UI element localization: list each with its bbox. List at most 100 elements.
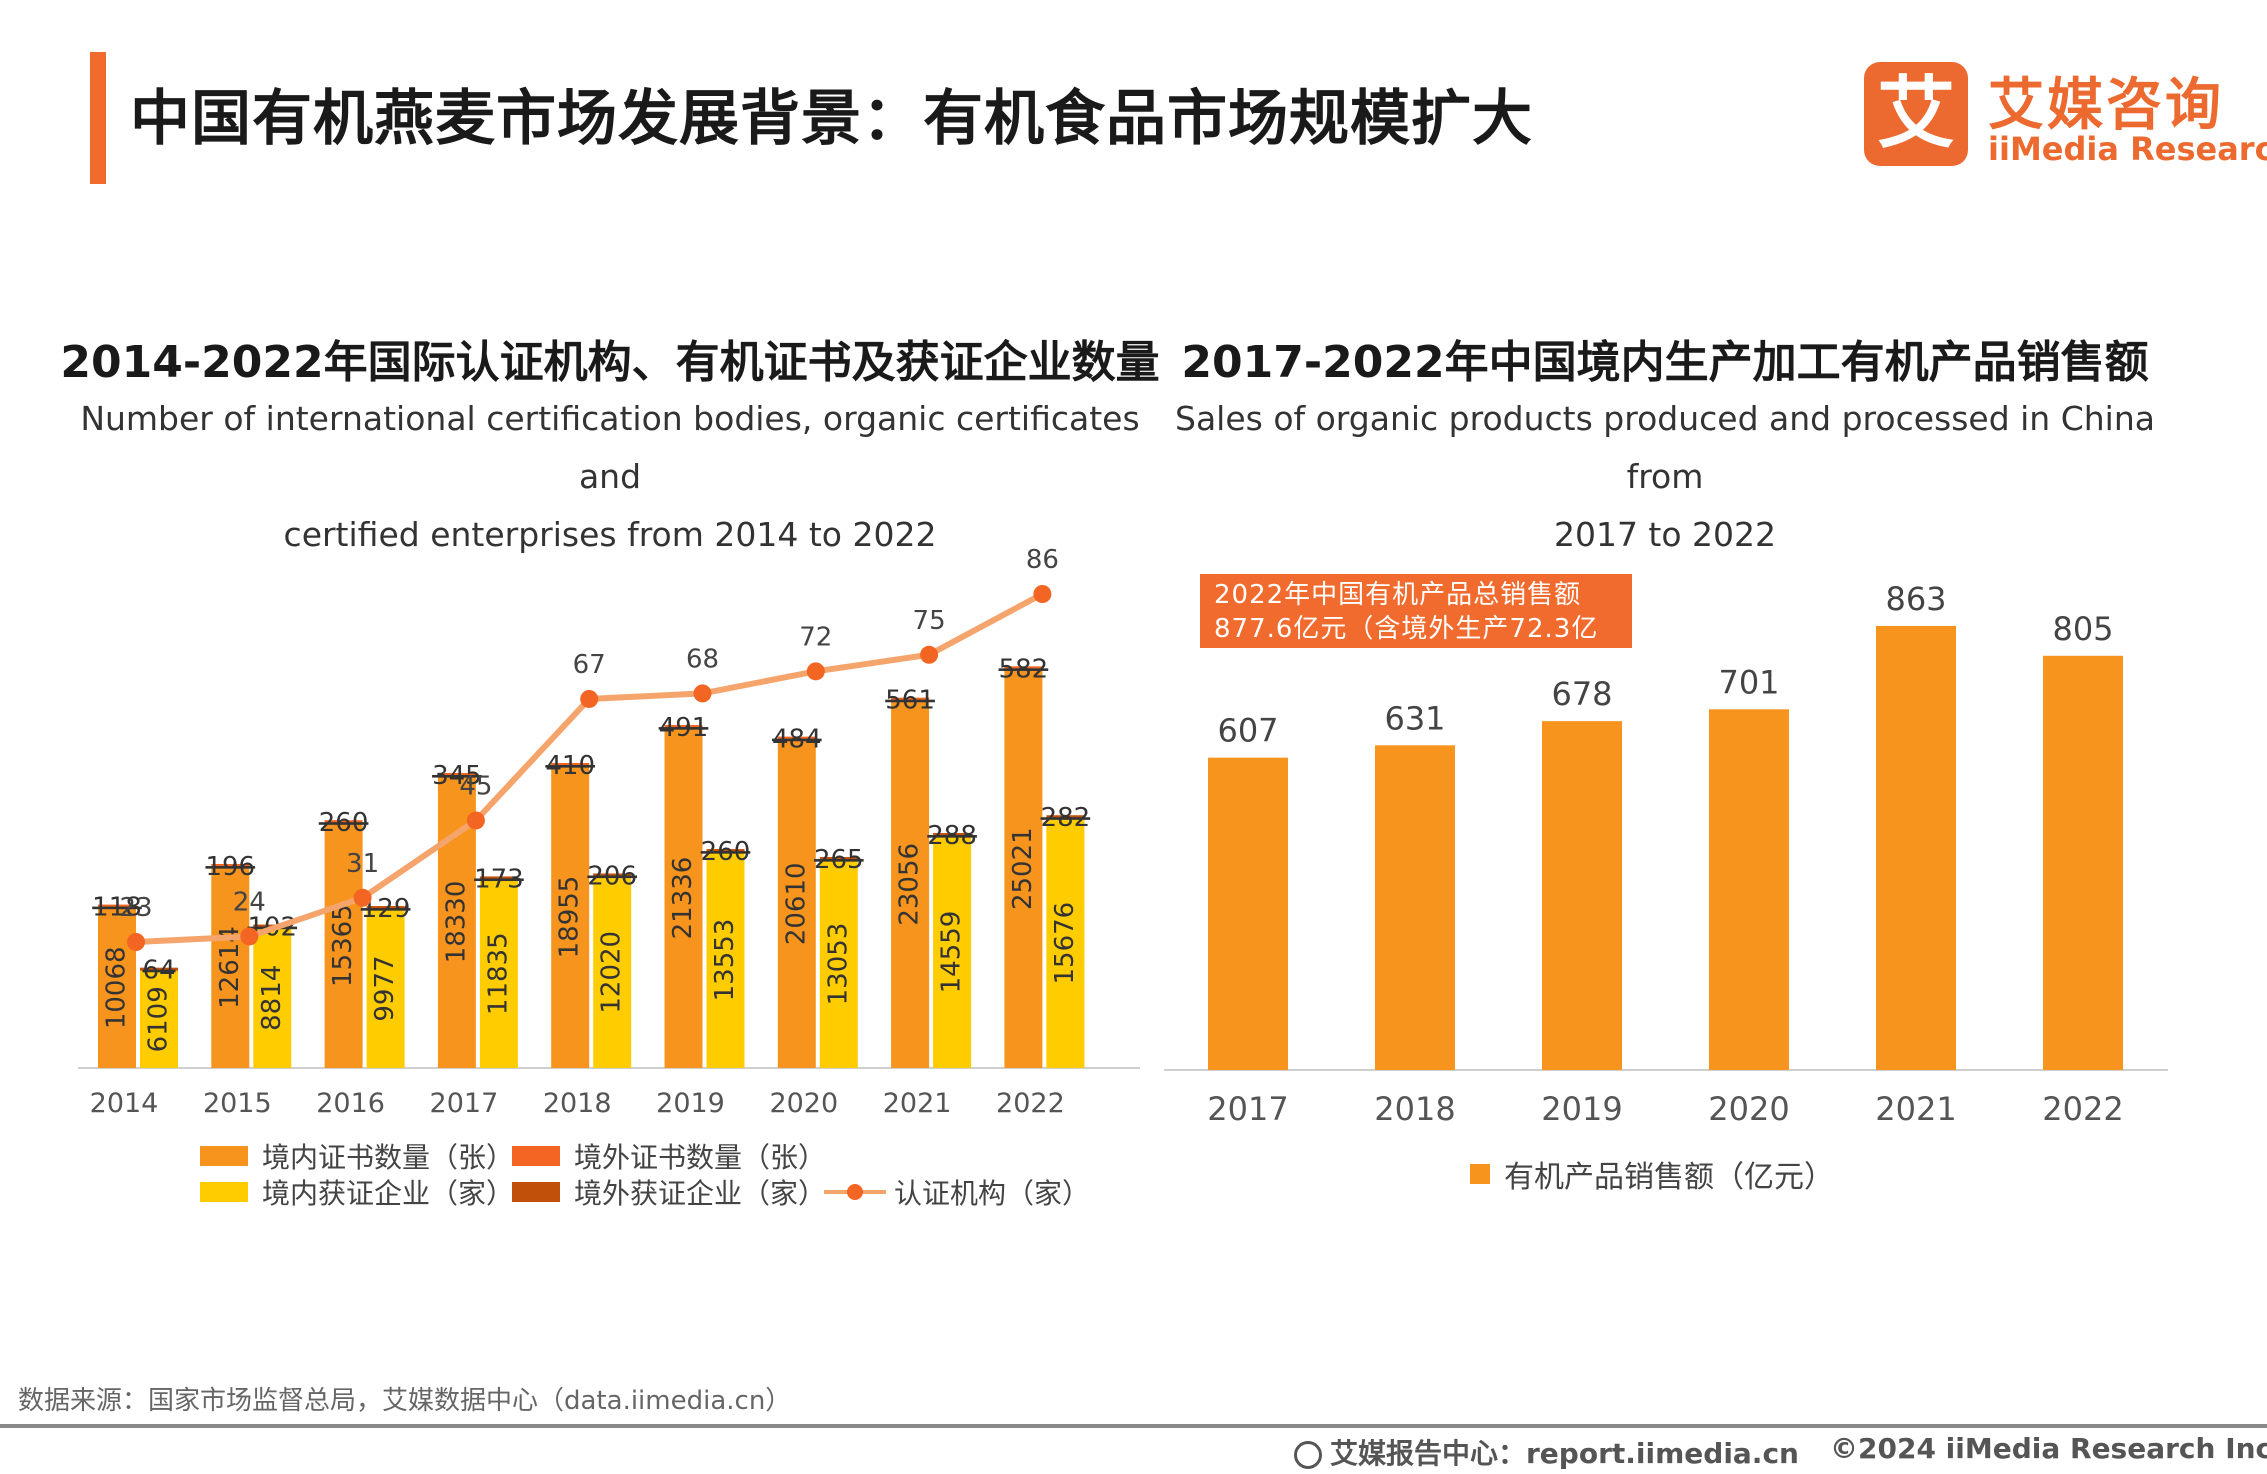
- right-chart-subtitle: Sales of organic products produced and p…: [1160, 390, 2170, 564]
- legend-line-marker-icon: [824, 1184, 886, 1200]
- point-certification-bodies: [353, 888, 372, 907]
- label-domestic-certificates: 18330: [441, 881, 471, 964]
- bar-domestic-enterprises: [706, 852, 745, 1068]
- label-organic-sales: 863: [1885, 580, 1946, 618]
- label-organic-sales: 678: [1551, 675, 1612, 713]
- logo-en-text: iiMedia Research: [1988, 130, 2267, 168]
- x-tick-label: 2015: [203, 1088, 272, 1119]
- x-tick-label: 2021: [883, 1088, 952, 1119]
- bar-organic-sales: [1876, 625, 1956, 1070]
- label-domestic-certificates: 10068: [102, 946, 132, 1029]
- bar-domestic-enterprises: [366, 909, 405, 1068]
- label-foreign-enterprises: 265: [814, 845, 864, 875]
- x-tick-label: 2019: [1541, 1090, 1622, 1128]
- label-foreign-certificates: 561: [885, 686, 935, 716]
- point-certification-bodies: [920, 645, 939, 664]
- label-foreign-certificates: 345: [432, 761, 482, 791]
- legend-label: 境内获证企业（家）: [262, 1177, 515, 1210]
- bar-foreign-certificates: [211, 864, 250, 868]
- right-chart-subtitle-line1: Sales of organic products produced and p…: [1175, 399, 2155, 496]
- bar-domestic-enterprises: [253, 927, 292, 1068]
- bar-foreign-certificates: [324, 820, 363, 824]
- bar-organic-sales: [1709, 709, 1789, 1070]
- left-chart-subtitle: Number of international certification bo…: [60, 390, 1160, 564]
- bar-domestic-enterprises: [933, 836, 972, 1068]
- bar-domestic-certificates: [98, 907, 136, 1068]
- label-foreign-certificates: 484: [772, 725, 822, 755]
- bar-foreign-certificates: [777, 736, 816, 740]
- bar-organic-sales: [1375, 745, 1455, 1070]
- legend-item-domestic-enterprises: 境内获证企业（家）: [200, 1172, 514, 1212]
- bar-domestic-enterprises: [140, 970, 178, 1068]
- bar-foreign-certificates: [1004, 666, 1043, 670]
- annotation-line2: 877.6亿元（含境外生产72.3亿元）: [1214, 614, 1599, 678]
- point-certification-bodies: [127, 933, 145, 951]
- label-domestic-enterprises: 9977: [370, 955, 400, 1021]
- bar-domestic-enterprises: [1046, 818, 1085, 1068]
- point-certification-bodies: [466, 811, 485, 830]
- label-foreign-enterprises: 206: [587, 861, 637, 891]
- bar-foreign-enterprises: [479, 876, 518, 880]
- label-domestic-enterprises: 13053: [823, 923, 853, 1006]
- label-organic-sales: 607: [1217, 712, 1278, 750]
- footer-left-text: 艾媒报告中心：report.iimedia.cn: [1330, 1437, 1799, 1470]
- label-certification-bodies: 68: [686, 644, 719, 674]
- legend-item-foreign-certificates: 境外证书数量（张）: [512, 1136, 826, 1176]
- point-certification-bodies: [580, 689, 599, 708]
- label-domestic-certificates: 18955: [555, 876, 585, 959]
- left-chart-legend: 境内证书数量（张） 境外证书数量（张） 境内获证企业（家） 境外获证企业（家） …: [200, 1136, 1160, 1216]
- x-tick-label: 2021: [1875, 1090, 1956, 1128]
- legend-swatch: [512, 1146, 560, 1166]
- bar-organic-sales: [1208, 757, 1288, 1070]
- label-domestic-certificates: 20610: [781, 862, 811, 945]
- bar-domestic-certificates: [324, 823, 363, 1068]
- bar-organic-sales: [1542, 721, 1622, 1070]
- label-domestic-enterprises: 13553: [710, 919, 740, 1002]
- x-tick-label: 2018: [1374, 1090, 1455, 1128]
- bar-domestic-enterprises: [479, 879, 518, 1068]
- label-domestic-certificates: 25021: [1008, 827, 1038, 910]
- label-certification-bodies: 86: [1026, 545, 1059, 575]
- point-certification-bodies: [806, 662, 825, 681]
- sales-annotation-box: 2022年中国有机产品总销售额 877.6亿元（含境外生产72.3亿元）: [1200, 574, 1632, 678]
- x-tick-label: 2022: [2042, 1090, 2123, 1128]
- bar-foreign-enterprises: [933, 833, 972, 837]
- data-source: 数据来源：国家市场监督总局，艾媒数据中心（data.iimedia.cn）: [18, 1386, 792, 1416]
- left-chart-subtitle-line1: Number of international certification bo…: [80, 399, 1140, 496]
- x-tick-label: 2020: [769, 1088, 838, 1119]
- page-title: 中国有机燕麦市场发展背景：有机食品市场规模扩大: [130, 84, 1533, 154]
- label-certification-bodies: 45: [459, 771, 492, 801]
- label-domestic-enterprises: 15676: [1050, 902, 1080, 985]
- label-domestic-enterprises: 14559: [937, 911, 967, 994]
- x-tick-label: 2017: [430, 1088, 499, 1119]
- legend-swatch: [200, 1182, 248, 1202]
- legend-item-domestic-certificates: 境内证书数量（张）: [200, 1136, 514, 1176]
- label-foreign-enterprises: 173: [474, 864, 524, 894]
- logo-cn-text: 艾媒咨询: [1988, 73, 2224, 138]
- label-domestic-enterprises: 11835: [483, 932, 513, 1015]
- x-tick-label: 2017: [1207, 1090, 1288, 1128]
- legend-item-foreign-enterprises: 境外获证企业（家）: [512, 1172, 826, 1212]
- footer-divider: [0, 1424, 2267, 1428]
- bar-foreign-enterprises: [593, 873, 632, 877]
- label-domestic-enterprises: 12020: [597, 931, 627, 1014]
- bar-foreign-certificates: [98, 904, 136, 908]
- bar-foreign-enterprises: [1046, 815, 1085, 819]
- bar-domestic-certificates: [664, 728, 703, 1068]
- bar-foreign-enterprises: [366, 906, 405, 910]
- left-chart-title: 2014-2022年国际认证机构、有机证书及获证企业数量: [60, 337, 1160, 388]
- right-chart: 607 2017 631 2018 678 2019 701 2020 863 2021 805 20…: [1164, 580, 2168, 1128]
- label-foreign-certificates: 491: [659, 713, 709, 743]
- annotation-line1: 2022年中国有机产品总销售额: [1214, 580, 1582, 610]
- x-tick-label: 2022: [996, 1088, 1065, 1119]
- legend-swatch: [1470, 1164, 1490, 1184]
- label-certification-bodies: 23: [119, 893, 152, 923]
- x-tick-label: 2019: [656, 1088, 725, 1119]
- right-chart-title: 2017-2022年中国境内生产加工有机产品销售额: [1181, 337, 2149, 388]
- bar-foreign-certificates: [891, 697, 930, 701]
- x-tick-label: 2018: [543, 1088, 612, 1119]
- label-organic-sales: 701: [1718, 663, 1779, 701]
- legend-swatch: [512, 1182, 560, 1202]
- label-domestic-certificates: 23056: [895, 843, 925, 926]
